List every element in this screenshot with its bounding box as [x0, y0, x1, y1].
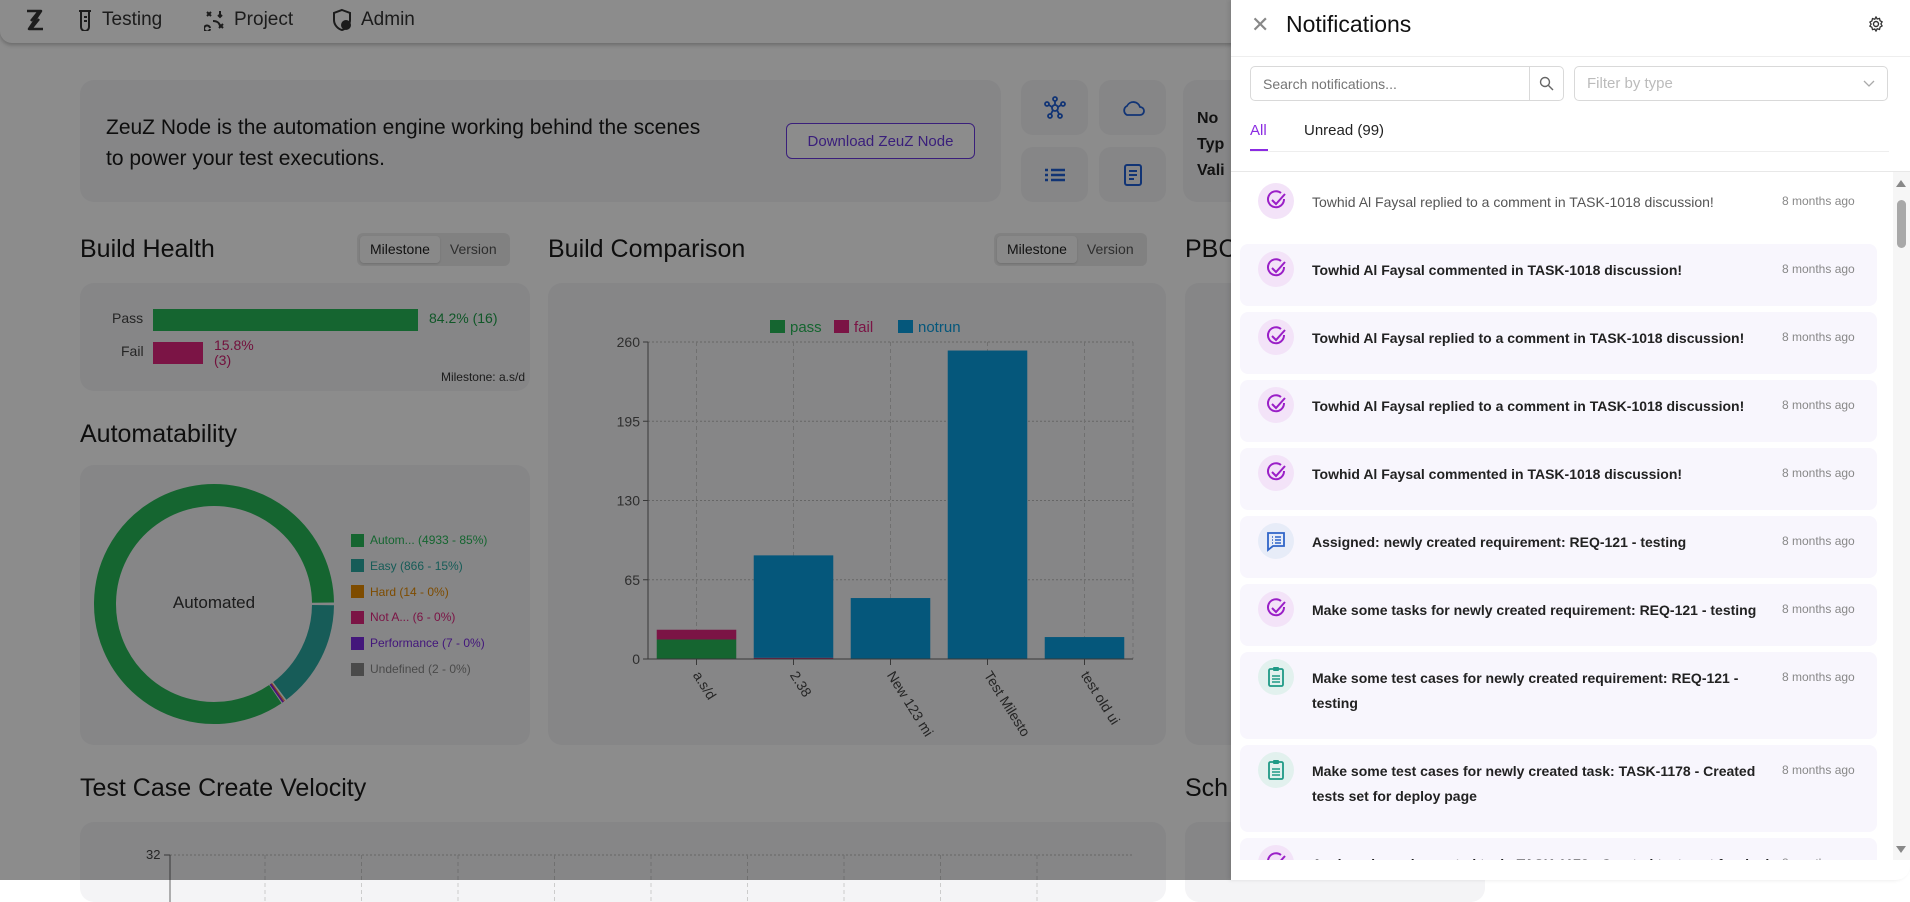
- notification-time: 8 months ago: [1782, 530, 1855, 552]
- notification-time: 8 months ago: [1782, 394, 1855, 416]
- notification-time: 8 months ago: [1782, 462, 1855, 484]
- notifications-panel: ✕ Notifications Filter by type All Unrea…: [1231, 0, 1910, 880]
- clipboard-icon: [1258, 659, 1294, 695]
- notification-item[interactable]: Towhid Al Faysal commented in TASK-1018 …: [1240, 244, 1877, 306]
- notification-text: Towhid Al Faysal commented in TASK-1018 …: [1312, 258, 1787, 283]
- scroll-up-arrow[interactable]: [1896, 180, 1906, 187]
- check-circle-icon: [1258, 387, 1294, 423]
- notification-item[interactable]: Towhid Al Faysal replied to a comment in…: [1240, 380, 1877, 442]
- notification-item[interactable]: Make some tasks for newly created requir…: [1240, 584, 1877, 646]
- notification-item[interactable]: Make some test cases for newly created t…: [1240, 745, 1877, 832]
- scrollbar-thumb[interactable]: [1897, 200, 1906, 248]
- notification-text: Assigned: newly created requirement: REQ…: [1312, 530, 1787, 555]
- notification-text: Make some test cases for newly created r…: [1312, 666, 1787, 716]
- notification-time: 8 months ago: [1782, 326, 1855, 348]
- scroll-down-arrow[interactable]: [1896, 846, 1906, 853]
- close-icon[interactable]: ✕: [1251, 14, 1269, 36]
- check-circle-icon: [1258, 319, 1294, 355]
- notification-time: 8 months ago: [1782, 258, 1855, 280]
- chat-list-icon: [1258, 523, 1294, 559]
- check-circle-icon: [1258, 251, 1294, 287]
- notification-item[interactable]: Towhid Al Faysal commented in TASK-1018 …: [1240, 448, 1877, 510]
- notification-text: Make some test cases for newly created t…: [1312, 759, 1787, 809]
- notification-text: Towhid Al Faysal replied to a comment in…: [1312, 190, 1787, 215]
- notification-item[interactable]: Make some test cases for newly created r…: [1240, 652, 1877, 739]
- filter-by-type-select[interactable]: Filter by type: [1574, 66, 1888, 101]
- notification-item[interactable]: Assigned: newly created requirement: REQ…: [1240, 516, 1877, 578]
- notification-text: Towhid Al Faysal commented in TASK-1018 …: [1312, 462, 1787, 487]
- notification-item[interactable]: Towhid Al Faysal replied to a comment in…: [1240, 176, 1877, 238]
- tab-all[interactable]: All: [1250, 122, 1267, 139]
- notification-text: Towhid Al Faysal replied to a comment in…: [1312, 326, 1787, 351]
- notification-item[interactable]: Towhid Al Faysal replied to a comment in…: [1240, 312, 1877, 374]
- check-circle-icon: [1258, 591, 1294, 627]
- tabs-divider: [1250, 151, 1889, 152]
- search-notifications: [1250, 66, 1564, 101]
- modal-overlay[interactable]: [0, 0, 1231, 880]
- search-icon: [1539, 76, 1554, 91]
- filter-placeholder: Filter by type: [1587, 75, 1673, 92]
- notification-time: 8 months ago: [1782, 852, 1855, 860]
- tab-unread[interactable]: Unread (99): [1304, 122, 1384, 139]
- notification-list: Towhid Al Faysal replied to a comment in…: [1231, 172, 1910, 860]
- clipboard-icon: [1258, 752, 1294, 788]
- search-input[interactable]: [1251, 67, 1529, 100]
- notification-text: Make some tasks for newly created requir…: [1312, 598, 1787, 623]
- chevron-down-icon: [1863, 80, 1875, 88]
- notification-time: 8 months ago: [1782, 598, 1855, 620]
- notification-time: 8 months ago: [1782, 190, 1855, 212]
- notification-text: Towhid Al Faysal replied to a comment in…: [1312, 394, 1787, 419]
- notification-text: Assigned: newly created task: TASK-1178 …: [1312, 852, 1787, 860]
- check-circle-icon: [1258, 845, 1294, 860]
- header-divider: [1231, 56, 1910, 57]
- check-circle-icon: [1258, 455, 1294, 491]
- notification-time: 8 months ago: [1782, 666, 1855, 688]
- notification-item[interactable]: Assigned: newly created task: TASK-1178 …: [1240, 838, 1877, 860]
- check-circle-icon: [1258, 183, 1294, 219]
- search-button[interactable]: [1529, 67, 1563, 100]
- settings-gear-icon[interactable]: [1868, 16, 1884, 37]
- notification-time: 8 months ago: [1782, 759, 1855, 781]
- notifications-title: Notifications: [1286, 11, 1411, 38]
- scrollbar[interactable]: [1893, 172, 1910, 860]
